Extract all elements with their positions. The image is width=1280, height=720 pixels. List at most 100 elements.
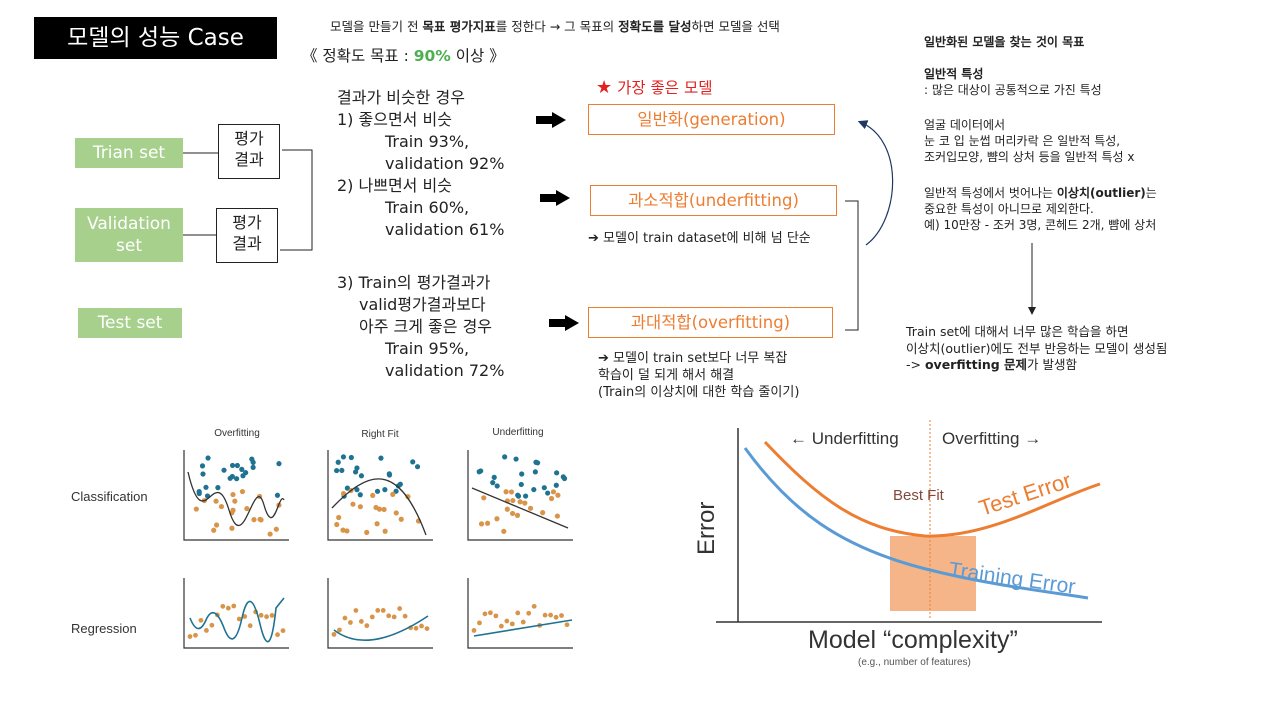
- face-line-2: 눈 코 입 눈썹 머리카락 은 일반적 특성,: [924, 134, 1121, 148]
- class-point-blue: [541, 485, 547, 491]
- case-3-line1: 3) Train의 평가결과가: [337, 273, 491, 292]
- result-text: 가 발생함: [1027, 357, 1078, 372]
- rule-part: 를 정한다 → 그 목표의: [495, 19, 619, 34]
- class-point-orange: [230, 491, 236, 498]
- case-3-line3: 아주 크게 좋은 경우: [359, 317, 493, 336]
- reg-point: [280, 628, 286, 634]
- class-point-orange: [340, 527, 346, 533]
- class-point-blue: [354, 487, 360, 493]
- right-arrow-icon: [540, 190, 570, 206]
- general-feature-block: 일반적 특성 : 많은 대상이 공통적으로 가진 특성: [924, 66, 1102, 98]
- decision-boundary: [187, 471, 285, 527]
- regression-curve: [333, 615, 429, 641]
- class-point-blue: [357, 492, 363, 498]
- class-point-orange: [214, 522, 220, 528]
- case-overfit: 3) Train의 평가결과가 valid평가결과보다 아주 크게 좋은 경우 …: [337, 272, 504, 382]
- class-point-orange: [382, 528, 388, 534]
- connector-lines: [183, 112, 1036, 331]
- page-title: 모델의 성능 Case: [34, 17, 277, 59]
- reg-point: [364, 623, 370, 629]
- case-2-train: Train 60%,: [385, 198, 470, 217]
- class-point-orange: [555, 492, 561, 498]
- class-point-orange: [517, 499, 523, 505]
- test-error-curve: [763, 440, 1101, 538]
- class-point-orange: [508, 489, 515, 495]
- accuracy-target: 《 정확도 목표 : 90% 이상 》: [302, 44, 505, 66]
- col-label-overfitting: Overfitting: [214, 428, 260, 439]
- class-point-blue: [374, 488, 381, 494]
- class-point-orange: [230, 507, 236, 513]
- class-point-blue: [200, 471, 206, 477]
- case-3-line2: valid평가결과보다: [359, 295, 486, 314]
- reg-point: [397, 606, 403, 611]
- result-line-1: Train set에 대해서 너무 많은 학습을 하면: [906, 324, 1129, 339]
- reg-point: [204, 628, 209, 633]
- class-point-orange: [357, 504, 363, 510]
- outlier-term: 이상치(outlier): [1056, 186, 1146, 200]
- class-point-blue: [205, 455, 211, 461]
- reg-point: [264, 614, 269, 620]
- class-point-orange: [390, 491, 396, 497]
- eval-label-1: 평가: [232, 213, 262, 232]
- class-point-blue: [339, 467, 345, 474]
- class-point-blue: [560, 474, 566, 480]
- class-point-orange: [481, 495, 487, 501]
- class-point-orange: [522, 500, 528, 506]
- fit-illustration-grid: Overfitting Right Fit Underfitting Class…: [71, 427, 573, 649]
- target-open: 《 정확도 목표 :: [302, 47, 414, 65]
- class-point-orange: [344, 528, 350, 534]
- class-point-orange: [509, 510, 516, 517]
- reg-point: [247, 623, 253, 629]
- reg-point: [413, 625, 419, 631]
- y-axis-label: Error: [693, 502, 720, 555]
- class-point-orange: [503, 489, 509, 495]
- validation-set-box: Validation set: [75, 208, 183, 262]
- reg-point: [504, 618, 510, 624]
- reg-point: [553, 614, 559, 620]
- class-point-blue: [378, 455, 384, 461]
- right-arrow-icon: [549, 315, 579, 331]
- reg-point: [331, 631, 337, 637]
- class-point-blue: [234, 462, 240, 469]
- reg-point: [526, 610, 532, 616]
- reg-point: [337, 627, 342, 633]
- case-1-train: Train 93%,: [385, 132, 470, 151]
- class-point-blue: [519, 471, 525, 477]
- panel-axes: [183, 450, 289, 541]
- class-point-blue: [397, 481, 403, 487]
- target-percent: 90%: [413, 47, 451, 65]
- reg-point: [258, 612, 264, 618]
- reg-point: [520, 619, 526, 625]
- class-point-blue: [502, 454, 508, 460]
- decision-boundary: [331, 478, 427, 536]
- face-example-block: 얼굴 데이터에서 눈 코 입 눈썹 머리카락 은 일반적 특성, 조커입모양, …: [924, 117, 1134, 165]
- class-point-blue: [531, 486, 537, 493]
- result-text: ->: [906, 357, 925, 372]
- reg-point: [564, 622, 570, 628]
- class-point-blue: [221, 467, 227, 473]
- reg-point: [542, 612, 548, 618]
- class-point-blue: [515, 493, 522, 499]
- class-point-blue: [386, 472, 393, 478]
- case-2-val: validation 61%: [385, 220, 505, 239]
- class-point-orange: [251, 517, 257, 523]
- class-point-blue: [358, 473, 365, 479]
- rule-bold-metric: 목표 평가지표: [422, 19, 496, 34]
- underfitting-box: 과소적합(underfitting): [590, 185, 837, 216]
- class-point-blue: [227, 475, 233, 481]
- reg-point: [187, 634, 193, 639]
- class-point-orange: [550, 489, 557, 495]
- class-point-blue: [340, 454, 347, 460]
- row-label-regression: Regression: [71, 621, 137, 636]
- reg-point: [419, 623, 424, 629]
- class-point-orange: [373, 504, 379, 511]
- class-point-blue: [553, 482, 559, 488]
- eval-label-2: 결과: [232, 234, 262, 253]
- reg-point: [353, 608, 359, 613]
- overfit-note-3: (Train의 이상치에 대한 학습 줄이기): [598, 385, 800, 400]
- class-point-blue: [354, 465, 360, 471]
- best-model-label: ★ 가장 좋은 모델: [596, 76, 713, 98]
- class-point-orange: [218, 503, 225, 510]
- reg-point: [424, 626, 430, 631]
- outlier-text: 일반적 특성에서 벗어나는: [924, 186, 1057, 200]
